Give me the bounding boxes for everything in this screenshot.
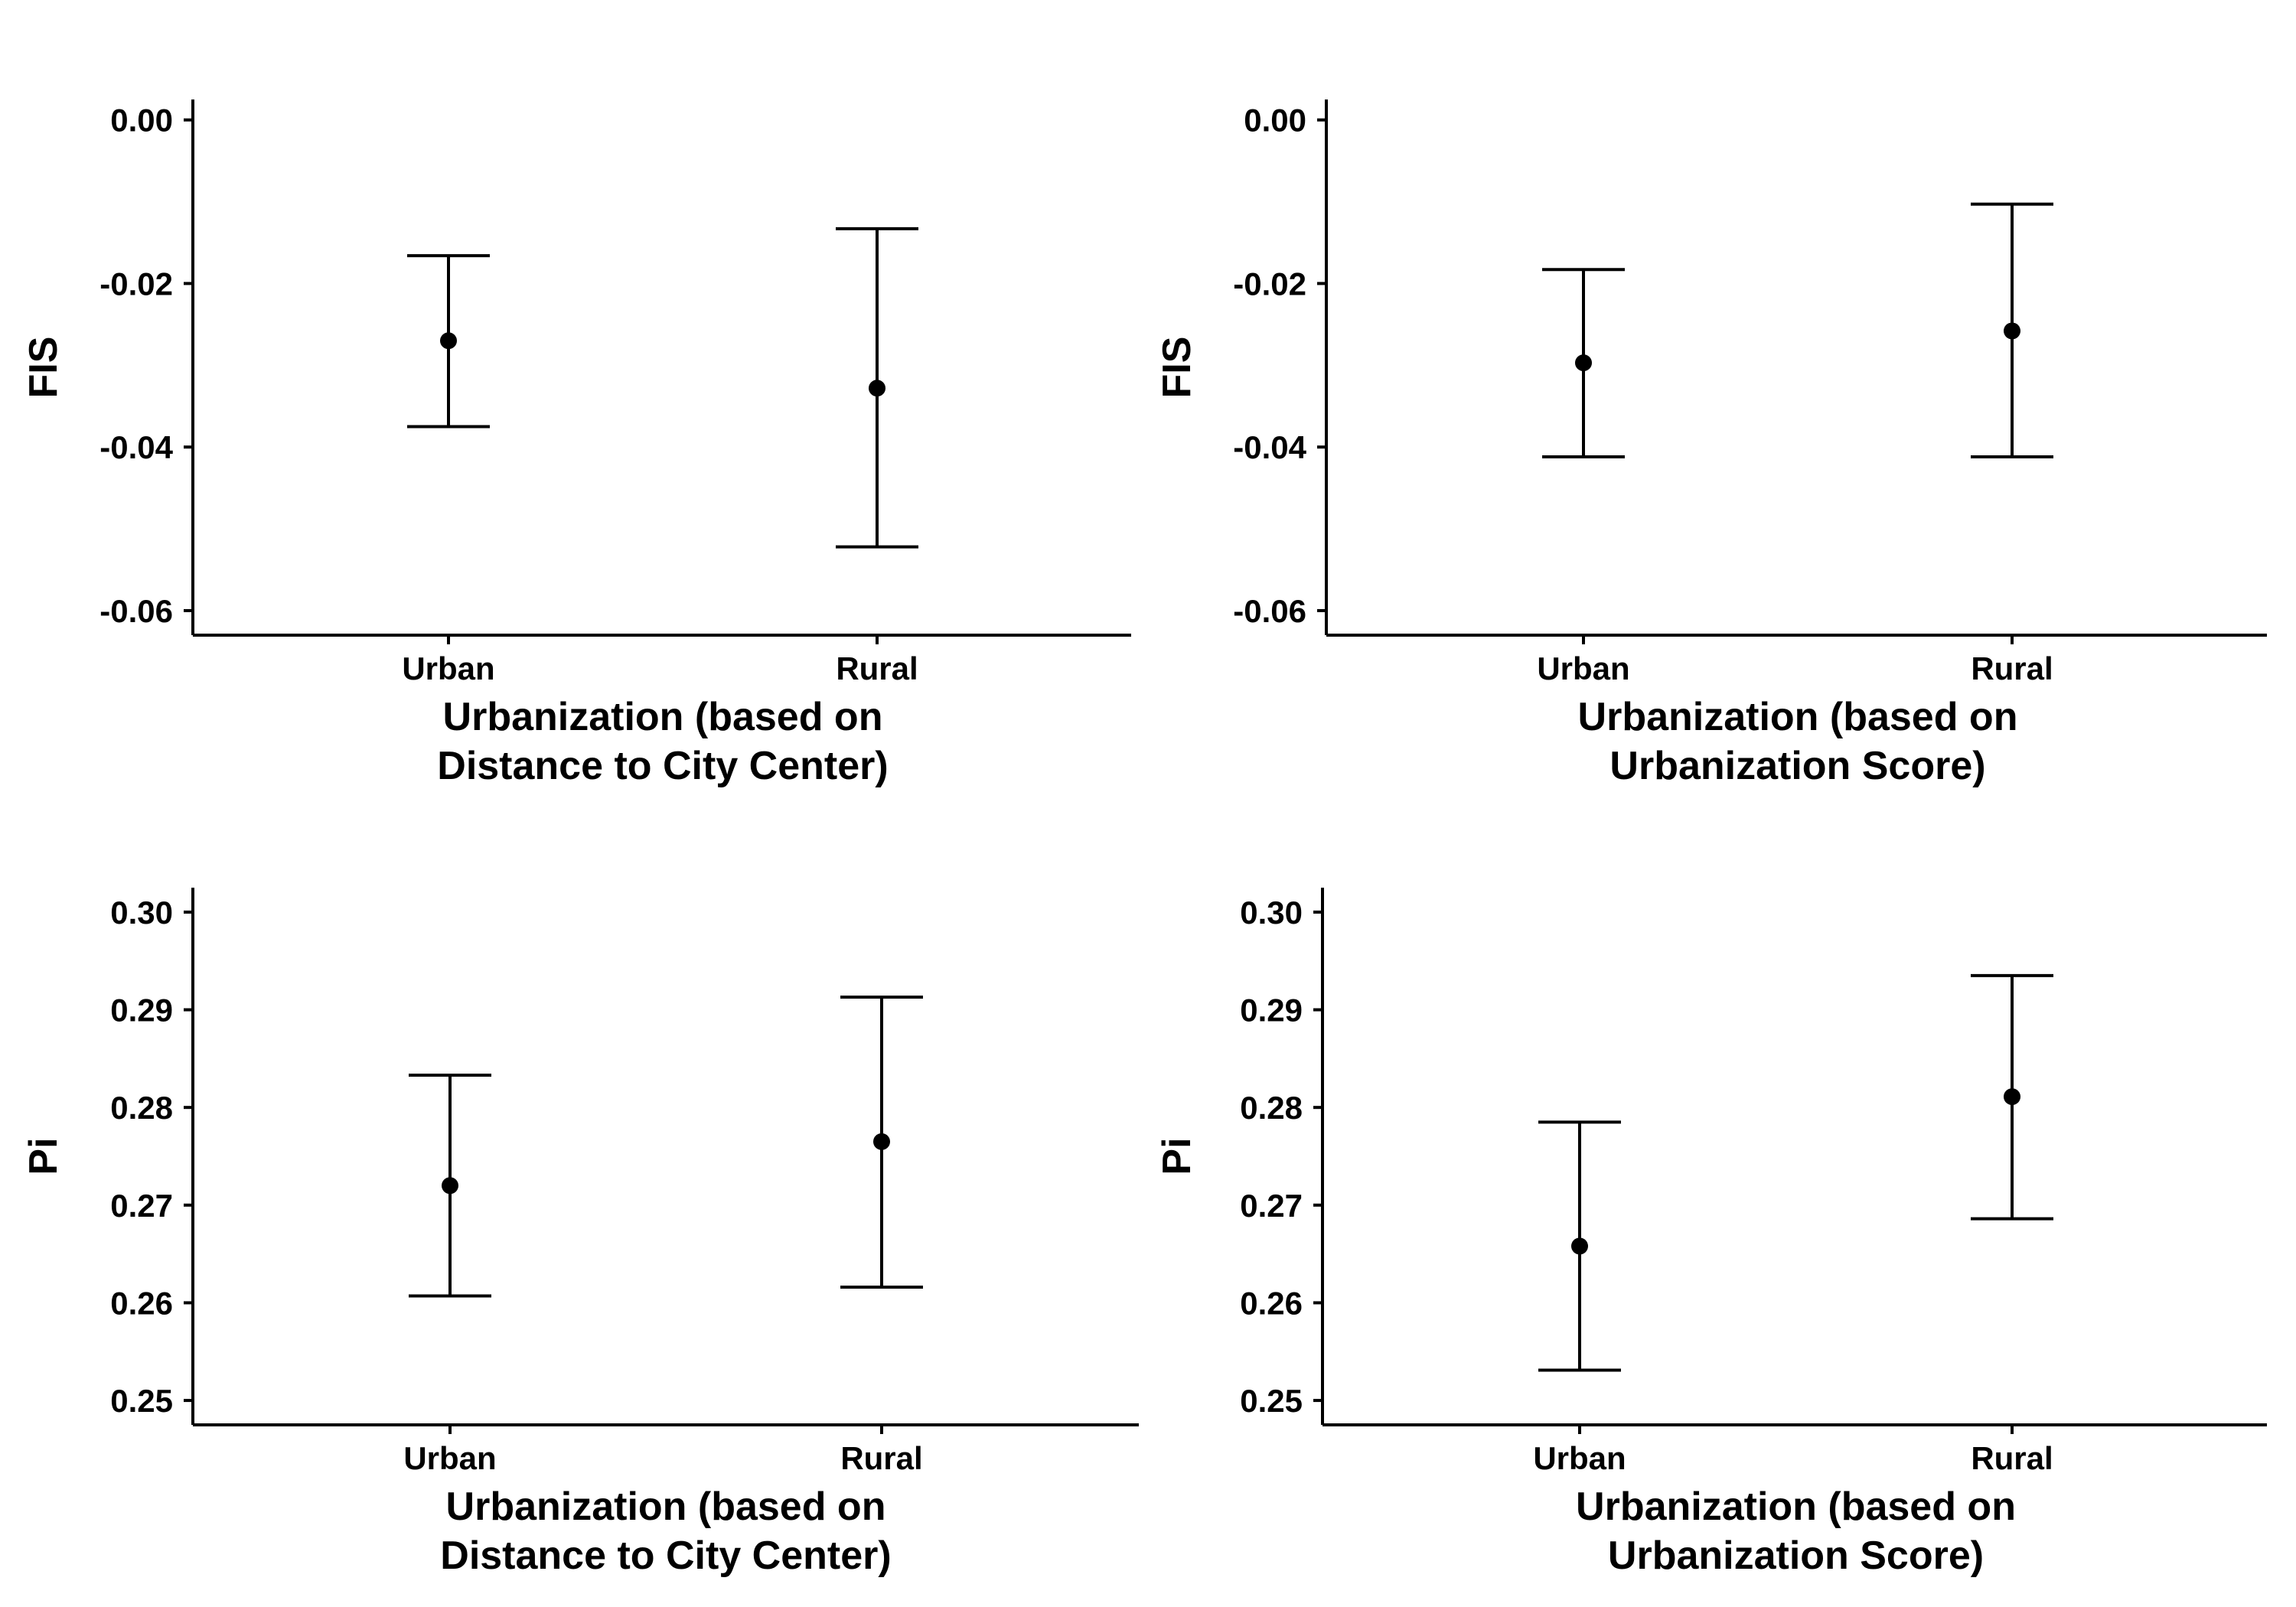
y-tick-label: 0.00 [110,103,173,139]
x-tick-label-rural: Rural [1971,1440,2053,1476]
x-axis-title-line-2: Distance to City Center) [440,1534,891,1578]
y-axis-title: Pi [21,1137,66,1175]
data-point-urban [1571,1237,1588,1255]
y-tick-label: 0.27 [1240,1188,1303,1224]
y-tick-label: -0.06 [1233,593,1306,629]
data-point-urban [442,1177,458,1195]
x-tick-label-urban: Urban [402,650,494,686]
chart-panel-1: 0.00 -0.02 -0.04 -0.06 Urban Rural FIS Urbaniza… [21,99,1131,788]
chart-panel-4: 0.30 0.29 0.28 0.27 0.26 0.25 Urban Rural Pi Urba… [1155,888,2267,1578]
data-point-rural [2004,1088,2020,1106]
y-tick-label: 0.30 [110,895,173,931]
y-tick-label: 0.26 [1240,1285,1303,1321]
y-tick-label: 0.29 [110,993,173,1028]
y-tick-label: 0.28 [1240,1090,1303,1126]
x-tick-label-urban: Urban [1537,650,1629,686]
x-axis-title-line-2: Distance to City Center) [437,744,888,788]
y-tick-label: -0.02 [1233,266,1306,302]
x-tick-label-rural: Rural [836,650,918,686]
data-point-urban [440,332,457,350]
chart-panel-2: 0.00 -0.02 -0.04 -0.06 Urban Rural FIS Urbaniza… [1155,99,2267,788]
data-point-rural [873,1133,890,1150]
y-tick-label: -0.02 [99,266,173,302]
x-axis-title-line-2: Urbanization Score) [1609,744,1985,788]
x-tick-label-urban: Urban [1533,1440,1626,1476]
x-axis-title-line-1: Urbanization (based on [446,1485,886,1529]
y-tick-label: -0.06 [99,593,173,629]
data-point-rural [2004,322,2020,340]
y-tick-label: 0.00 [1244,103,1306,139]
y-tick-label: 0.29 [1240,993,1303,1028]
data-point-urban [1575,354,1592,372]
y-tick-label: -0.04 [99,429,173,465]
x-axis-title-line-1: Urbanization (based on [1576,1485,2016,1529]
data-point-rural [869,380,885,397]
y-tick-label: 0.25 [110,1383,173,1419]
y-tick-label: 0.27 [110,1188,173,1224]
y-axis-title: Pi [1155,1137,1199,1175]
y-tick-label: 0.28 [110,1090,173,1126]
x-axis-title-line-1: Urbanization (based on [443,695,883,739]
x-tick-label-rural: Rural [1971,650,2053,686]
y-tick-label: 0.25 [1240,1383,1303,1419]
x-axis-title-line-1: Urbanization (based on [1578,695,2018,739]
y-axis-title: FIS [1155,337,1199,399]
x-tick-label-urban: Urban [403,1440,496,1476]
y-axis-title: FIS [21,337,66,399]
y-tick-label: -0.04 [1233,429,1306,465]
x-axis-title-line-2: Urbanization Score) [1608,1534,1984,1578]
y-tick-label: 0.26 [110,1285,173,1321]
chart-panel-3: 0.30 0.29 0.28 0.27 0.26 0.25 Urban Rural Pi Urba… [21,888,1139,1578]
x-tick-label-rural: Rural [840,1440,922,1476]
y-tick-label: 0.30 [1240,895,1303,931]
